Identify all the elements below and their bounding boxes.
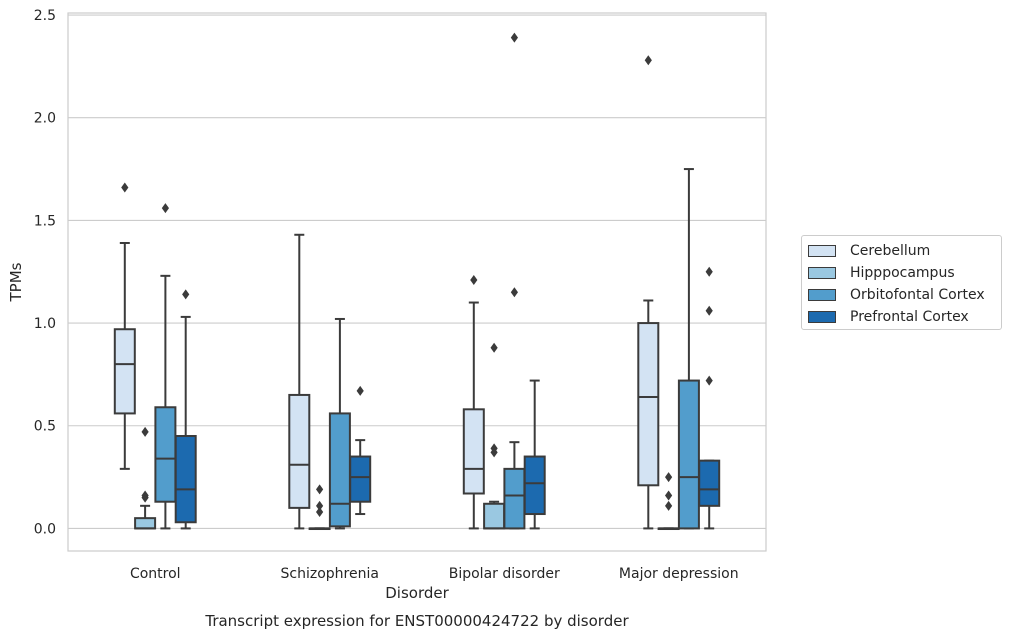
box-body xyxy=(154,406,177,503)
box xyxy=(154,203,177,530)
box-body xyxy=(677,379,700,530)
outlier-point xyxy=(141,490,149,501)
legend-label: Prefrontal Cortex xyxy=(850,309,969,325)
outlier-point xyxy=(470,274,478,285)
outlier-point xyxy=(182,289,190,300)
outlier-point xyxy=(510,287,518,298)
x-tick-label: Schizophrenia xyxy=(281,566,379,582)
x-axis-label: Disorder xyxy=(385,584,449,602)
box xyxy=(523,379,546,530)
box xyxy=(349,385,372,516)
box xyxy=(288,233,311,530)
chart-title: Transcript expression for ENST0000042472… xyxy=(204,612,629,630)
box-groups xyxy=(113,32,721,531)
box xyxy=(698,266,721,530)
outlier-point xyxy=(705,305,713,316)
outlier-point xyxy=(490,342,498,353)
box-body xyxy=(462,408,485,495)
y-axis-label: TPMs xyxy=(7,262,25,302)
legend-item-hippocampus: Hipppocampus xyxy=(808,262,1001,284)
y-tick-label: 0.5 xyxy=(34,419,56,435)
box-body xyxy=(698,459,721,507)
legend-label: Orbitofontal Cortex xyxy=(850,287,985,303)
legend: Cerebellum Hipppocampus Orbitofontal Cor… xyxy=(801,235,1002,330)
legend-swatch-orbitofrontal-cortex xyxy=(808,289,836,301)
outlier-point xyxy=(316,484,324,495)
x-tick-label: Major depression xyxy=(619,566,739,582)
outlier-point xyxy=(316,506,324,517)
outlier-point xyxy=(665,500,673,511)
y-tick-label: 2.0 xyxy=(34,111,56,127)
y-tick-label: 1.0 xyxy=(34,316,56,332)
box-body xyxy=(328,412,351,528)
legend-label: Hipppocampus xyxy=(850,265,955,281)
box-body xyxy=(483,502,506,530)
outlier-point xyxy=(705,375,713,386)
legend-item-orbitofrontal-cortex: Orbitofontal Cortex xyxy=(808,284,1001,306)
box xyxy=(637,55,660,530)
box xyxy=(677,168,700,530)
outlier-point xyxy=(644,55,652,66)
box-body xyxy=(503,467,526,530)
outlier-point xyxy=(141,426,149,437)
legend-swatch-prefrontal-cortex xyxy=(808,311,836,323)
series-prefrontal-cortex xyxy=(174,266,721,530)
outlier-point xyxy=(356,385,364,396)
series-orbitofontal-cortex xyxy=(154,32,700,530)
outlier-point xyxy=(705,266,713,277)
box xyxy=(328,317,351,530)
outlier-point xyxy=(161,203,169,214)
series-cerebellum xyxy=(113,55,660,530)
x-axis-ticks: Control Schizophrenia Bipolar disorder Majo… xyxy=(130,566,739,582)
box-body xyxy=(134,517,157,530)
box-body xyxy=(637,322,660,487)
box xyxy=(308,484,331,531)
box-body xyxy=(174,435,197,524)
outlier-point xyxy=(121,182,129,193)
box xyxy=(462,274,485,530)
outlier-point xyxy=(490,443,498,454)
legend-item-cerebellum: Cerebellum xyxy=(808,240,1001,262)
y-tick-label: 0.0 xyxy=(34,521,56,537)
box-body xyxy=(523,455,546,516)
box xyxy=(113,182,136,470)
outlier-point xyxy=(665,490,673,501)
legend-swatch-cerebellum xyxy=(808,245,836,257)
y-axis-ticks: 0.0 0.5 1.0 1.5 2.0 2.5 xyxy=(34,8,56,537)
x-tick-label: Control xyxy=(130,566,181,582)
box xyxy=(174,289,197,530)
box-body xyxy=(113,328,136,415)
outlier-point xyxy=(665,472,673,483)
box-body xyxy=(349,455,372,503)
box xyxy=(134,426,157,530)
legend-label: Cerebellum xyxy=(850,243,931,259)
box-body xyxy=(288,393,311,509)
x-tick-label: Bipolar disorder xyxy=(449,566,560,582)
y-tick-label: 1.5 xyxy=(34,213,56,229)
legend-swatch-hippocampus xyxy=(808,267,836,279)
y-tick-label: 2.5 xyxy=(34,8,56,24)
outlier-point xyxy=(316,500,324,511)
series-hipppocampus xyxy=(134,342,680,531)
box xyxy=(483,342,506,530)
outlier-point xyxy=(510,32,518,43)
legend-item-prefrontal-cortex: Prefrontal Cortex xyxy=(808,306,1001,328)
